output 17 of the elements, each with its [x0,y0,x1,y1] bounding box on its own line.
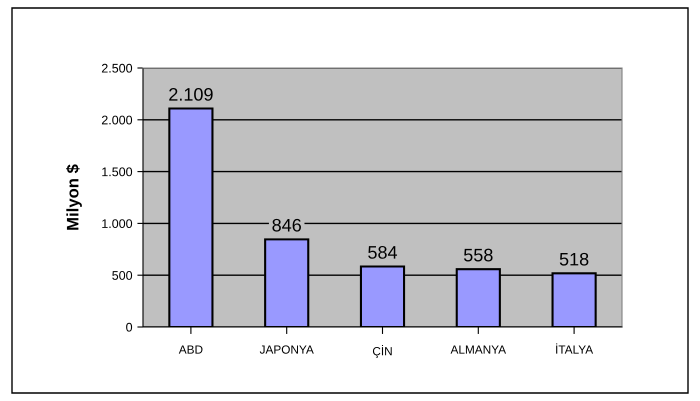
data-label: 584 [368,246,398,259]
y-tick-label: 500 [112,271,132,280]
y-tick-label: 2.500 [102,64,132,73]
y-tick-label: 2.000 [102,116,132,124]
x-tick-label: ÇİN [372,345,392,358]
y-axis-title: Milyon $ [66,164,82,230]
y-tick-label: 0 [126,322,132,332]
x-tick-label: İTALYA [556,343,594,354]
y-tick-label: 1.000 [102,219,132,228]
data-label: 558 [464,248,493,262]
x-tick-label: JAPONYA [260,345,314,354]
data-label: 518 [560,252,588,266]
x-tick-label: ALMANYA [450,345,506,354]
x-tick-label: ABD [178,345,202,354]
data-label: 2.109 [169,88,213,101]
data-label: 846 [272,218,301,232]
y-tick-label: 1.500 [102,167,132,176]
